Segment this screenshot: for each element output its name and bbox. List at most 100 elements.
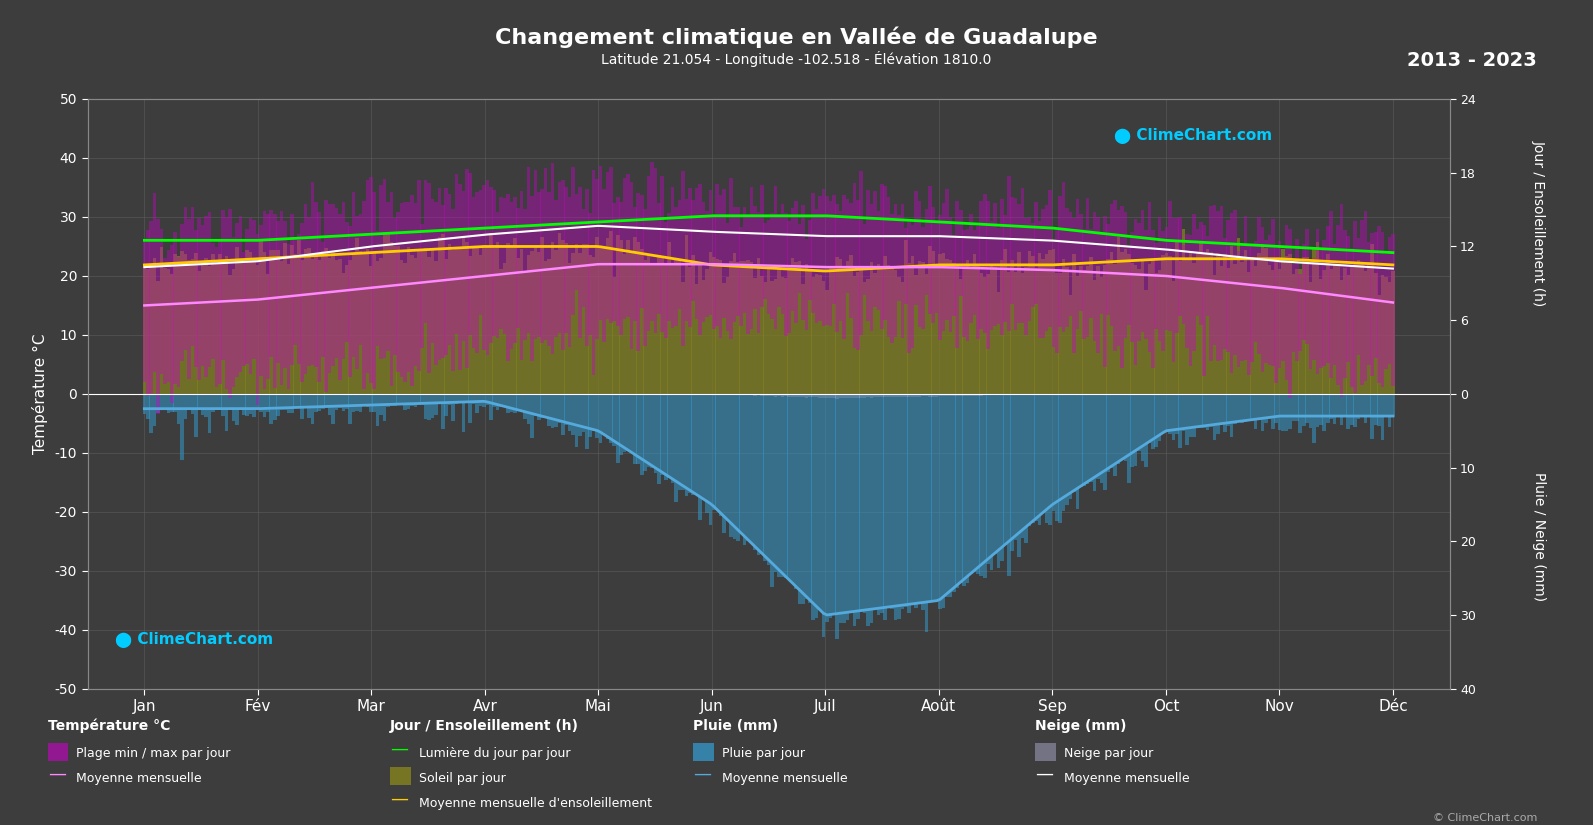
Bar [472, 197, 475, 348]
Bar [1120, 206, 1123, 368]
Bar [409, 196, 414, 385]
Bar [867, 191, 870, 321]
Bar [1024, 218, 1027, 335]
Bar [863, 394, 867, 398]
Bar [1391, 394, 1395, 395]
Bar [945, 394, 949, 596]
Bar [534, 394, 537, 416]
Bar [712, 394, 715, 510]
Bar [186, 394, 191, 409]
Bar [1034, 268, 1039, 394]
Bar [1349, 266, 1354, 394]
Bar [276, 221, 280, 363]
Bar [1241, 246, 1244, 361]
Bar [142, 394, 147, 414]
Bar [1066, 394, 1069, 505]
Bar [147, 269, 150, 394]
Text: —: — [390, 790, 408, 808]
Bar [218, 241, 221, 384]
Bar [1346, 236, 1351, 361]
Bar [495, 242, 500, 394]
Text: —: — [48, 765, 65, 783]
Bar [1333, 243, 1337, 365]
Bar [492, 248, 495, 394]
Bar [1063, 182, 1066, 332]
Bar [846, 394, 849, 620]
Bar [1176, 218, 1179, 333]
Bar [1316, 394, 1319, 427]
Bar [873, 191, 876, 307]
Bar [1007, 176, 1010, 331]
Bar [626, 174, 629, 317]
Bar [263, 211, 266, 389]
Bar [965, 394, 970, 396]
Bar [879, 394, 884, 397]
Bar [908, 222, 911, 353]
Text: Changement climatique en Vallée de Guadalupe: Changement climatique en Vallée de Guada… [495, 26, 1098, 48]
Bar [537, 192, 540, 337]
Bar [1301, 257, 1306, 394]
Bar [260, 394, 263, 412]
Bar [379, 257, 382, 394]
Text: ⬤ ClimeChart.com: ⬤ ClimeChart.com [115, 632, 272, 648]
Bar [1281, 394, 1286, 431]
Bar [1260, 227, 1265, 372]
Bar [1305, 394, 1309, 423]
Bar [1086, 198, 1090, 337]
Bar [1364, 271, 1367, 394]
Bar [790, 394, 795, 397]
Bar [983, 394, 986, 578]
Bar [911, 394, 914, 606]
Bar [1251, 257, 1254, 394]
Bar [935, 394, 938, 602]
Bar [530, 394, 534, 437]
Bar [355, 238, 358, 394]
Bar [430, 199, 435, 342]
Bar [1075, 199, 1078, 329]
Bar [671, 187, 674, 328]
Bar [1082, 394, 1086, 486]
Bar [997, 394, 1000, 568]
Bar [1063, 394, 1066, 511]
Bar [1168, 394, 1172, 434]
Bar [860, 171, 863, 335]
Bar [567, 197, 572, 347]
Bar [637, 394, 640, 464]
Bar [1325, 254, 1330, 394]
Bar [637, 192, 640, 351]
Bar [884, 394, 887, 620]
Bar [537, 394, 540, 421]
Bar [1236, 252, 1241, 366]
Bar [1099, 232, 1102, 314]
Bar [698, 394, 703, 521]
Bar [1037, 221, 1042, 338]
Bar [142, 394, 147, 395]
Bar [757, 394, 760, 395]
Bar [879, 269, 884, 394]
Bar [1244, 216, 1247, 361]
Bar [653, 262, 658, 394]
Bar [722, 394, 726, 533]
Bar [977, 394, 980, 574]
Bar [1233, 264, 1236, 394]
Bar [548, 259, 551, 394]
Bar [876, 264, 881, 394]
Bar [918, 394, 921, 397]
Bar [1042, 394, 1045, 512]
Bar [1265, 394, 1268, 422]
Bar [1185, 394, 1188, 446]
Bar [1027, 394, 1031, 526]
Bar [653, 394, 658, 474]
Bar [986, 274, 989, 394]
Bar [1305, 229, 1309, 344]
Bar [677, 260, 682, 394]
Bar [523, 209, 527, 340]
Bar [1072, 254, 1075, 394]
Bar [256, 265, 260, 394]
Bar [746, 216, 750, 334]
Bar [1325, 394, 1330, 422]
Bar [945, 259, 949, 394]
Bar [1066, 267, 1069, 394]
Bar [260, 239, 263, 394]
Bar [924, 394, 929, 632]
